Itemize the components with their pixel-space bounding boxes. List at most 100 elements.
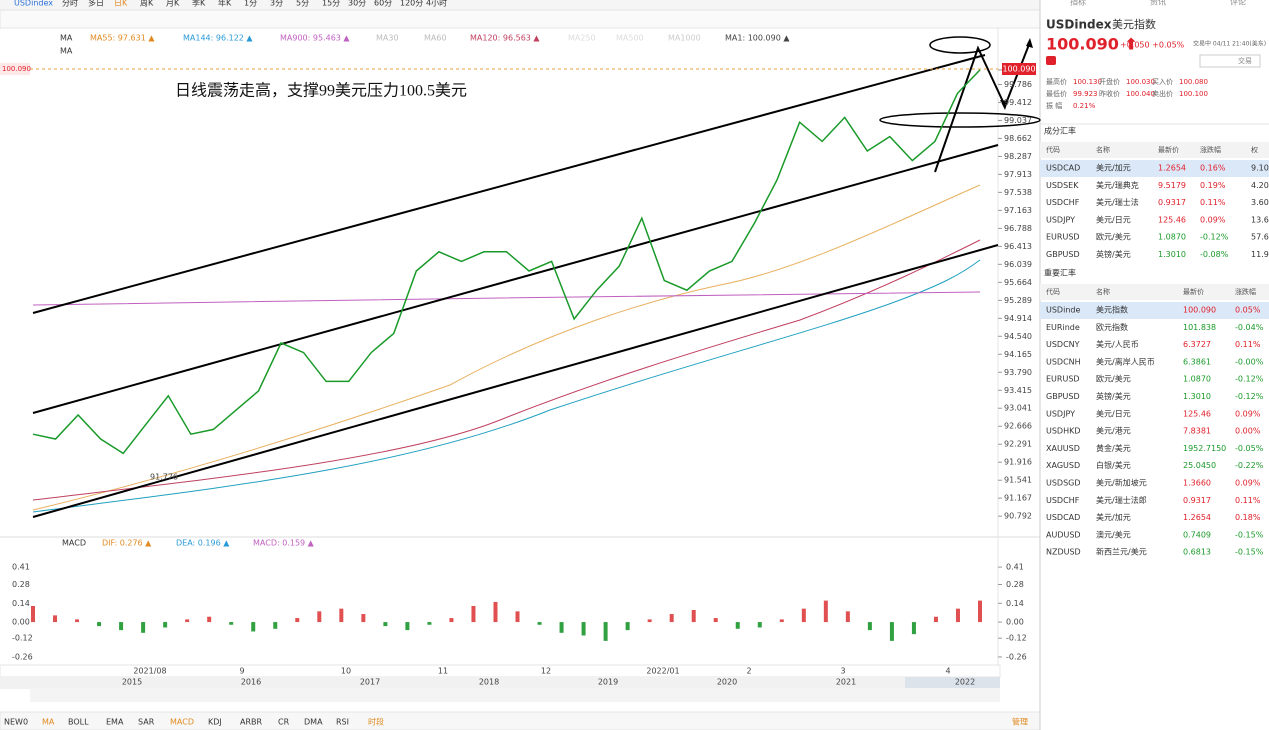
table-header: 名称 — [1096, 287, 1110, 296]
manage-link[interactable]: 管理 — [1012, 717, 1028, 727]
table-title: 成分汇率 — [1044, 126, 1076, 136]
table-cell: -0.15% — [1235, 548, 1264, 557]
period-tab[interactable]: 年K — [218, 0, 232, 8]
stat-value: 100.130 — [1073, 78, 1102, 86]
indicator-tab[interactable]: SAR — [138, 718, 155, 727]
scroll-bar[interactable] — [30, 688, 1000, 702]
table-cell: 0.09% — [1200, 215, 1226, 224]
y-tick-label: 92.291 — [1004, 440, 1032, 449]
ma-line — [32, 259, 981, 513]
trend-line[interactable] — [32, 244, 999, 518]
macd-label: MACD: 0.159 ▲ — [253, 539, 315, 548]
stat-value: 100.030 — [1126, 78, 1155, 86]
macd-bar — [625, 622, 630, 631]
table-cell: 1.0870 — [1158, 233, 1186, 242]
ma-line — [32, 291, 981, 306]
panel-symbol: USDindex — [1046, 18, 1112, 32]
table-cell: EURinde — [1046, 323, 1080, 332]
trade-button[interactable] — [1199, 54, 1261, 68]
macd-bar — [75, 619, 80, 623]
alert-icon[interactable] — [1046, 56, 1056, 65]
indicator-tab[interactable]: KDJ — [208, 718, 222, 727]
period-tab[interactable]: 120分 — [400, 0, 423, 8]
macd-bar — [603, 622, 608, 641]
year-label: 2022 — [955, 678, 975, 687]
table-cell: 4.20 — [1251, 181, 1269, 190]
panel-tab[interactable]: 评论 — [1230, 0, 1246, 7]
period-tab[interactable]: 15分 — [322, 0, 340, 8]
indicator-tab[interactable]: RSI — [336, 718, 349, 727]
indicator-label: MA120: 96.563 ▲ — [470, 34, 540, 43]
table-cell: 美元/瑞典克 — [1096, 180, 1139, 190]
indicator-tab[interactable]: ARBR — [240, 718, 263, 727]
selected-row[interactable] — [1040, 302, 1269, 319]
macd-label: DEA: 0.196 ▲ — [176, 539, 230, 548]
macd-label: MACD — [62, 539, 86, 548]
period-tab[interactable]: 4小时 — [426, 0, 447, 8]
period-tab[interactable]: 日K — [114, 0, 128, 8]
month-label: 9 — [239, 667, 244, 676]
period-tab[interactable]: 5分 — [296, 0, 309, 8]
trend-line[interactable] — [32, 54, 986, 314]
trend-line[interactable] — [32, 144, 999, 414]
month-label: 2022/01 — [646, 667, 679, 676]
table-cell: 0.16% — [1200, 164, 1226, 173]
macd-bar — [515, 611, 520, 623]
indicator-tab[interactable]: DMA — [304, 718, 323, 727]
y-tick-label: 0.14 — [1006, 599, 1024, 608]
period-tab[interactable]: 30分 — [348, 0, 366, 8]
period-tab[interactable]: 多日 — [88, 0, 104, 8]
ma-line — [32, 239, 981, 501]
year-label: 2016 — [241, 678, 261, 687]
macd-bar — [955, 608, 960, 623]
table-cell: 0.09% — [1235, 479, 1261, 488]
indicator-tab[interactable]: MACD — [170, 718, 194, 727]
macd-bar — [691, 610, 696, 623]
table-cell: 欧元/美元 — [1096, 232, 1131, 242]
period-tab[interactable]: 周K — [140, 0, 154, 8]
table-cell: 57.60 — [1251, 233, 1269, 242]
ellipse-drawing[interactable] — [929, 36, 991, 54]
table-cell: 美元/日元 — [1096, 408, 1131, 418]
period-tab[interactable]: 月K — [166, 0, 180, 8]
stat-label: 昨收价 — [1099, 89, 1120, 98]
table-header: 最新价 — [1183, 287, 1204, 296]
indicator-tab[interactable]: EMA — [106, 718, 124, 727]
arrow-head — [1026, 38, 1033, 48]
macd-bar — [933, 616, 938, 623]
indicator-tab[interactable]: CR — [278, 718, 290, 727]
table-cell: 新西兰元/美元 — [1096, 547, 1147, 557]
table-cell: -0.08% — [1200, 250, 1229, 259]
period-tab[interactable]: 3分 — [270, 0, 283, 8]
table-cell: 25.0450 — [1183, 461, 1216, 470]
selected-row[interactable] — [1040, 160, 1269, 177]
y-tick-label: 93.415 — [1004, 386, 1032, 395]
panel-tab[interactable]: 指标 — [1070, 0, 1086, 7]
macd-bar — [801, 608, 806, 623]
trade-button[interactable]: 交易 — [1238, 56, 1252, 65]
indicator-tab[interactable]: NEW0 — [4, 718, 28, 727]
y-tick-label: 0.14 — [12, 599, 30, 608]
period-tab[interactable]: 60分 — [374, 0, 392, 8]
indicator-tab[interactable]: MA — [42, 718, 55, 727]
period-tab[interactable]: 分时 — [62, 0, 78, 8]
y-tick-label: 96.413 — [1004, 242, 1032, 251]
table-cell: XAGUSD — [1046, 461, 1080, 470]
table-cell: 1.0870 — [1183, 375, 1211, 384]
period-tab[interactable]: 季K — [192, 0, 206, 8]
period-tab[interactable]: 1分 — [244, 0, 257, 8]
indicator-tab[interactable]: BOLL — [68, 718, 89, 727]
table-cell: 7.8381 — [1183, 427, 1211, 436]
arrow-drawing[interactable] — [934, 45, 1006, 173]
table-cell: 美元/日元 — [1096, 214, 1131, 224]
indicator-tab[interactable]: 时段 — [368, 717, 384, 727]
annotation: 日线震荡走高，支撑99美元压力100.5美元 — [175, 82, 467, 100]
year-label: 2019 — [598, 678, 618, 687]
table-cell: USDCAD — [1046, 513, 1080, 522]
macd-bar — [361, 614, 366, 623]
table-header: 最新价 — [1158, 145, 1179, 154]
ellipse-drawing[interactable] — [879, 112, 1041, 128]
y-tick-label: -0.26 — [1006, 652, 1027, 661]
panel-tab[interactable]: 资讯 — [1150, 0, 1166, 7]
indicator-label: MA — [60, 47, 73, 56]
